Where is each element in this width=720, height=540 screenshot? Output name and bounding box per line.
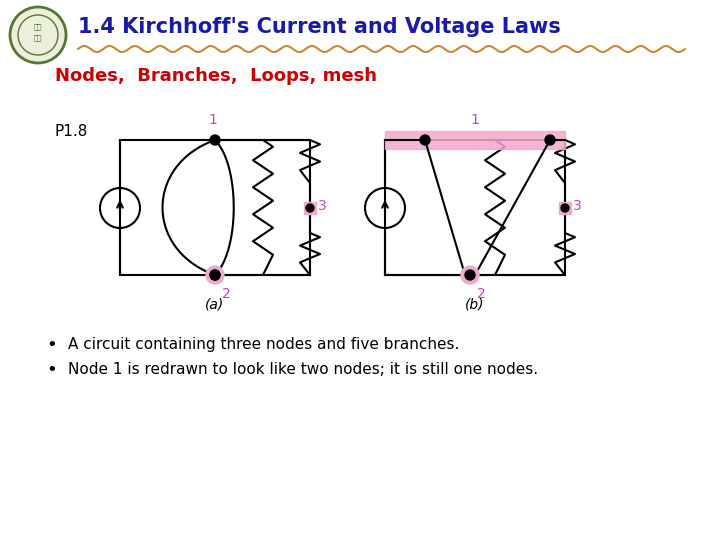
Circle shape	[461, 266, 479, 284]
Text: •: •	[47, 361, 58, 379]
Text: 2: 2	[222, 287, 230, 301]
Text: (a): (a)	[205, 297, 225, 311]
Circle shape	[210, 270, 220, 280]
Circle shape	[210, 270, 220, 280]
Text: 3: 3	[318, 199, 327, 213]
Circle shape	[561, 204, 569, 212]
Circle shape	[10, 7, 66, 63]
Text: Nodes,  Branches,  Loops, mesh: Nodes, Branches, Loops, mesh	[55, 67, 377, 85]
Circle shape	[420, 135, 430, 145]
Text: (b): (b)	[465, 297, 485, 311]
Text: P1.8: P1.8	[55, 125, 89, 139]
Text: 中山: 中山	[34, 24, 42, 30]
Text: Node 1 is redrawn to look like two nodes; it is still one nodes.: Node 1 is redrawn to look like two nodes…	[68, 362, 538, 377]
Circle shape	[206, 266, 224, 284]
Text: •: •	[47, 336, 58, 354]
Text: 1.4 Kirchhoff's Current and Voltage Laws: 1.4 Kirchhoff's Current and Voltage Laws	[78, 17, 561, 37]
Text: 大学: 大学	[34, 35, 42, 41]
Bar	[559, 202, 571, 214]
Bar	[304, 202, 316, 214]
Bar	[120, 140, 310, 275]
Text: 1: 1	[471, 113, 480, 127]
Bar	[385, 131, 565, 149]
Text: A circuit containing three nodes and five branches.: A circuit containing three nodes and fiv…	[68, 338, 459, 353]
Text: 3: 3	[573, 199, 582, 213]
Circle shape	[465, 270, 475, 280]
Circle shape	[306, 204, 314, 212]
Circle shape	[545, 135, 555, 145]
Text: 2: 2	[477, 287, 486, 301]
Circle shape	[210, 135, 220, 145]
Text: 1: 1	[209, 113, 217, 127]
Bar	[385, 140, 565, 275]
